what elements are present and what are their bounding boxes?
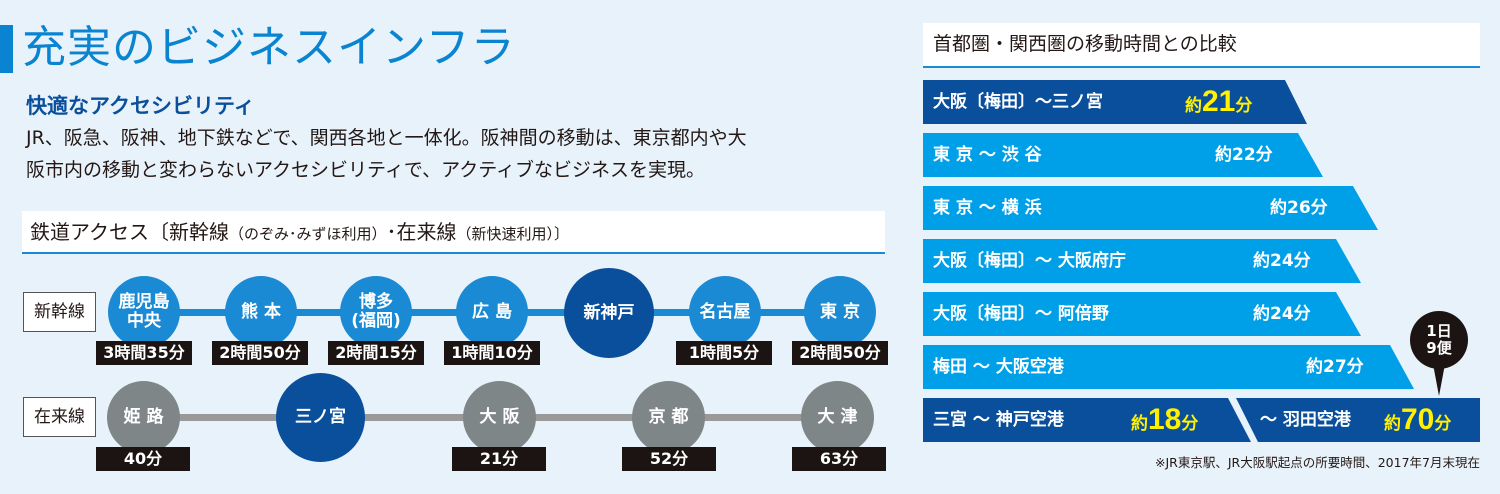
time-hiroshima: 1時間10分 [444, 341, 540, 365]
duration-prefix: 約 [1185, 96, 1202, 116]
comparison-row: 東 京 ～ 横 浜 約26分 [923, 186, 1378, 230]
footnote: ※JR東京駅、JR大阪駅起点の所要時間、2017年7月末現在 [1155, 455, 1480, 470]
comparison-row-haneda: ～ 羽田空港 約70分 [1236, 398, 1480, 442]
bar-shape [923, 398, 1251, 442]
zairai-label: 在来線 [23, 397, 96, 437]
station-hakata: 博多 (福岡) [340, 276, 412, 348]
time-otsu: 63分 [792, 447, 886, 471]
comparison-header: 首都圏・関西圏の移動時間との比較 [923, 23, 1480, 68]
bar-shape [923, 133, 1323, 177]
duration-minutes: 24 [1270, 251, 1294, 271]
comparison-row: 大阪〔梅田〕～三ノ宮 約21分 [923, 80, 1307, 124]
flights-per-day-callout: 1日 9便 [1410, 311, 1468, 369]
railway-access-header: 鉄道アクセス〔新幹線（のぞみ･みずほ利用）･在来線（新快速利用）〕 [22, 211, 885, 254]
page-title: 充実のビジネスインフラ [22, 22, 516, 73]
duration-prefix: 約 [1384, 414, 1401, 434]
route-label: ～ 羽田空港 [1260, 410, 1351, 430]
duration: 約27分 [1306, 345, 1364, 389]
description-line: 阪市内の移動と変わらないアクセシビリティで、アクティブなビジネスを実現。 [26, 159, 706, 181]
duration-minutes: 24 [1270, 304, 1294, 324]
section-subtitle: 快適なアクセシビリティ [26, 94, 255, 118]
time-osaka: 21分 [452, 447, 546, 471]
route-label: 梅田 ～ 大阪空港 [933, 357, 1064, 377]
route-label: 三宮 ～ 神戸空港 [933, 410, 1064, 430]
bar-shape [923, 239, 1361, 283]
time-kyoto: 52分 [622, 447, 716, 471]
duration-suffix: 分 [1310, 198, 1328, 218]
title-accent-bar [0, 25, 13, 73]
comparison-row: 梅田 ～ 大阪空港 約27分 [923, 345, 1414, 389]
comparison-row: 大阪〔梅田〕～ 阿倍野 約24分 [923, 292, 1361, 336]
duration-suffix: 分 [1293, 251, 1311, 271]
description-line: JR、阪急、阪神、地下鉄などで、関西各地と一体化。阪神間の移動は、東京都内や大 [26, 127, 747, 149]
bar-shape [1236, 398, 1480, 442]
route-label: 大阪〔梅田〕～三ノ宮 [933, 92, 1103, 112]
title-shinkansen: 鉄道アクセス〔新幹線 [30, 220, 229, 244]
time-kagoshima-chuo: 3時間35分 [96, 341, 192, 365]
route-label: 大阪〔梅田〕～ 大阪府庁 [933, 251, 1126, 271]
station-kyoto: 京 都 [632, 381, 705, 454]
railway-access-title: 鉄道アクセス〔新幹線（のぞみ･みずほ利用）･在来線（新快速利用）〕 [30, 219, 569, 247]
title-zairai-note: （新快速利用）〕 [456, 225, 570, 243]
duration: 約70分 [1384, 398, 1451, 446]
time-nagoya: 1時間5分 [676, 341, 772, 365]
bar-shape [923, 345, 1414, 389]
duration-suffix: 分 [1346, 357, 1364, 377]
route-label: 東 京 ～ 横 浜 [933, 198, 1042, 218]
duration-minutes: 70 [1401, 403, 1435, 436]
station-hiroshima: 広 島 [456, 276, 528, 348]
duration-suffix: 分 [1235, 96, 1253, 116]
description: JR、阪急、阪神、地下鉄などで、関西各地と一体化。阪神間の移動は、東京都内や大 … [26, 122, 896, 186]
station-sannomiya: 三ノ宮 [276, 373, 365, 462]
callout-pointer [1433, 364, 1445, 396]
duration: 約18分 [1131, 398, 1198, 446]
route-label: 東 京 ～ 渋 谷 [933, 145, 1042, 165]
duration-suffix: 分 [1255, 145, 1273, 165]
route-label: 大阪〔梅田〕～ 阿倍野 [933, 304, 1109, 324]
station-shin-kobe: 新神戸 [564, 268, 654, 358]
time-tokyo: 2時間50分 [792, 341, 888, 365]
duration-prefix: 約 [1131, 414, 1148, 434]
duration-prefix: 約 [1306, 357, 1323, 377]
station-himeji: 姫 路 [107, 381, 180, 454]
time-himeji: 40分 [96, 447, 190, 471]
bar-shape [923, 80, 1307, 124]
time-kumamoto: 2時間50分 [212, 341, 308, 365]
callout-line: 1日 [1426, 322, 1452, 340]
duration-minutes: 22 [1232, 145, 1256, 165]
bar-shape [923, 292, 1361, 336]
duration-minutes: 21 [1202, 85, 1236, 118]
duration-prefix: 約 [1253, 251, 1270, 271]
station-kagoshima-chuo: 鹿児島 中央 [108, 276, 180, 348]
duration-suffix: 分 [1293, 304, 1311, 324]
comparison-row: 三宮 ～ 神戸空港 約18分 [923, 398, 1251, 442]
duration-minutes: 26 [1287, 198, 1311, 218]
duration-prefix: 約 [1270, 198, 1287, 218]
title-shinkansen-note: （のぞみ･みずほ利用） [229, 225, 387, 243]
duration-suffix: 分 [1434, 414, 1452, 434]
duration: 約24分 [1253, 292, 1311, 336]
comparison-row: 大阪〔梅田〕～ 大阪府庁 約24分 [923, 239, 1361, 283]
time-hakata: 2時間15分 [328, 341, 424, 365]
duration-minutes: 27 [1323, 357, 1347, 377]
duration-minutes: 18 [1148, 403, 1182, 436]
station-otsu: 大 津 [801, 381, 874, 454]
station-nagoya: 名古屋 [689, 276, 761, 348]
duration: 約22分 [1215, 133, 1273, 177]
comparison-row: 東 京 ～ 渋 谷 約22分 [923, 133, 1323, 177]
duration-suffix: 分 [1181, 414, 1199, 434]
duration: 約26分 [1270, 186, 1328, 230]
duration: 約21分 [1185, 80, 1252, 128]
title-zairai: ･在来線 [386, 220, 457, 244]
station-tokyo: 東 京 [804, 276, 876, 348]
shinkansen-label: 新幹線 [23, 292, 96, 332]
callout-line: 9便 [1426, 339, 1452, 357]
station-kumamoto: 熊 本 [225, 276, 297, 348]
duration: 約24分 [1253, 239, 1311, 283]
station-osaka: 大 阪 [463, 381, 536, 454]
comparison-title: 首都圏・関西圏の移動時間との比較 [933, 33, 1237, 55]
duration-prefix: 約 [1215, 145, 1232, 165]
duration-prefix: 約 [1253, 304, 1270, 324]
bar-shape [923, 186, 1378, 230]
